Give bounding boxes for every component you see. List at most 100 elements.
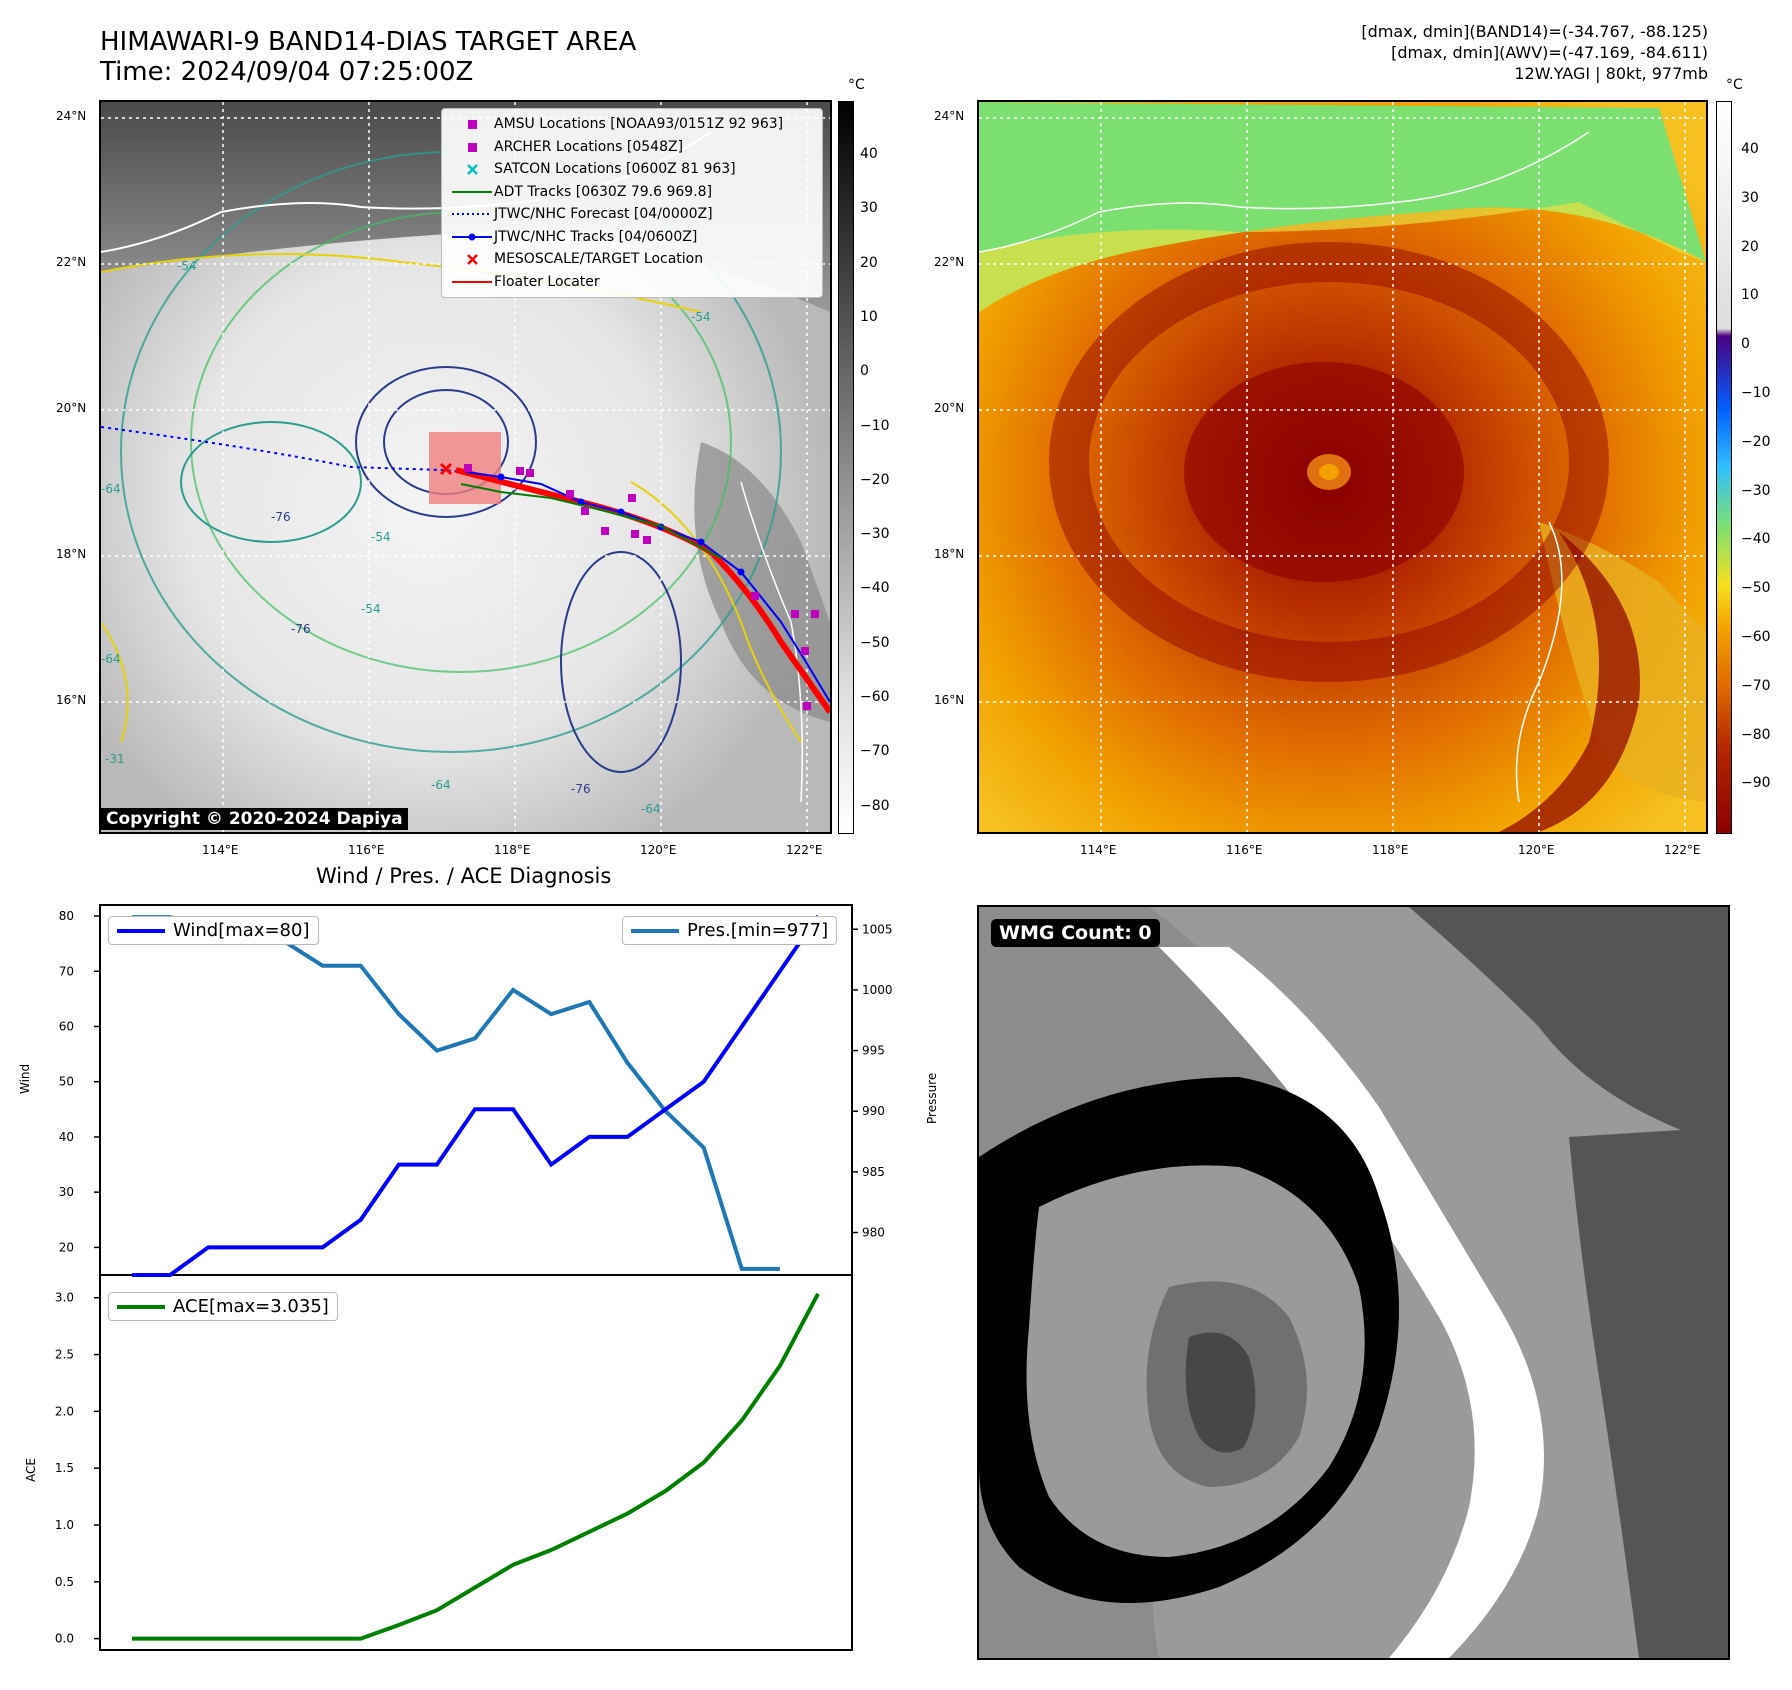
ir-colorbar-tick: −30	[860, 526, 890, 543]
awv-colorbar-tick: −60	[1741, 629, 1771, 645]
contour-label: -31	[105, 752, 125, 766]
legend-symbol	[467, 164, 478, 176]
contour-label: -76	[271, 510, 291, 524]
wmg-image	[979, 907, 1728, 1658]
ir-colorbar-tick: −20	[860, 471, 890, 488]
legend-symbol	[467, 254, 478, 266]
awv-lon-label: 122°E	[1664, 843, 1701, 857]
lat-label: 22°N	[56, 255, 87, 269]
wind-tick-label: 60	[59, 1019, 74, 1033]
legend-entry: JTWC/NHC Tracks [04/0600Z]	[450, 226, 814, 249]
wind-tick-label: 20	[59, 1240, 74, 1254]
lon-label: 116°E	[348, 843, 385, 857]
wind-tick-label: 50	[59, 1075, 74, 1089]
wind-tick-label: 80	[59, 909, 74, 923]
ir-colorbar-tick: −40	[860, 580, 890, 597]
awv-lon-label: 116°E	[1226, 843, 1263, 857]
legend-symbol	[452, 213, 492, 216]
ir-colorbar-tick: −10	[860, 417, 890, 434]
lat-label: 18°N	[56, 547, 87, 561]
awv-colorbar-tick: −20	[1741, 433, 1771, 450]
legend-entry: MESOSCALE/TARGET Location	[450, 248, 814, 271]
wind-tick-label: 30	[59, 1185, 74, 1199]
wind-legend: Wind[max=80]	[108, 916, 319, 945]
lon-label: 120°E	[640, 843, 677, 857]
ace-legend: ACE[max=3.035]	[108, 1292, 338, 1321]
awv-lat-label: 16°N	[934, 693, 965, 707]
awv-lat-label: 24°N	[934, 109, 965, 123]
awv-colorbar-tick: −80	[1741, 726, 1771, 743]
wmg-count-label: WMG Count: 0	[991, 919, 1160, 947]
awv-header-line3: 12W.YAGI | 80kt, 977mb	[1514, 64, 1708, 83]
awv-header-line2: [dmax, dmin](AWV)=(-47.169, -84.611)	[1391, 43, 1708, 62]
legend-label: MESOSCALE/TARGET Location	[494, 251, 704, 268]
legend-label: ADT Tracks [0630Z 79.6 969.8]	[494, 183, 713, 200]
ir-colorbar-tick: −60	[860, 689, 890, 705]
wind-tick-label: 70	[59, 964, 74, 978]
map-title-line2: Time: 2024/09/04 07:25:00Z	[100, 57, 474, 87]
ir-colorbar-unit: °C	[848, 77, 865, 93]
diagnosis-title: Wind / Pres. / ACE Diagnosis	[316, 864, 612, 888]
ir-colorbar-tick: 0	[860, 363, 869, 380]
diagnosis-chart: 980 985 990 995 1000 1005 20 30 40 50 60 70 80 0.0 0.5…	[55, 904, 893, 1651]
awv-colorbar	[1716, 101, 1732, 834]
awv-colorbar-tick: 40	[1741, 141, 1759, 157]
pressure-tick-label: 1000	[862, 983, 893, 997]
forecast-track	[101, 426, 467, 473]
wind-tick-label: 40	[59, 1130, 74, 1144]
awv-colorbar-tick: −30	[1741, 482, 1771, 499]
ace-axes	[99, 1274, 853, 1651]
awv-colorbar-tick: −50	[1741, 580, 1771, 597]
legend-entry: ARCHER Locations [0548Z]	[450, 136, 814, 159]
awv-map-image	[979, 102, 1706, 832]
legend-symbol	[452, 280, 492, 283]
awv-colorbar-tick: 0	[1741, 336, 1750, 353]
ir-colorbar-tick: 40	[860, 146, 878, 162]
legend-label: AMSU Locations [NOAA93/0151Z 92 963]	[494, 116, 784, 133]
awv-colorbar-tick: 10	[1741, 287, 1759, 304]
awv-header-line1: [dmax, dmin](BAND14)=(-34.767, -88.125)	[1361, 22, 1708, 41]
contour-label: -54	[361, 602, 381, 616]
ace-tick-label: 3.0	[55, 1291, 74, 1305]
awv-lon-label: 118°E	[1372, 843, 1409, 857]
legend-symbol	[468, 142, 477, 152]
lon-label: 122°E	[786, 843, 823, 857]
ir-colorbar-tick: −70	[860, 743, 890, 760]
legend-entry: Floater Locater	[450, 271, 814, 294]
legend-symbol	[468, 120, 477, 130]
ir-colorbar-tick: 30	[860, 200, 878, 217]
pressure-tick-label: 980	[862, 1226, 885, 1240]
wmg-panel: WMG Count: 0	[977, 905, 1730, 1660]
contour-label: -54	[691, 310, 711, 324]
legend-label: ARCHER Locations [0548Z]	[494, 138, 684, 155]
lat-label: 24°N	[56, 109, 87, 123]
awv-colorbar-tick: −90	[1741, 775, 1771, 792]
pressure-legend: Pres.[min=977]	[622, 916, 838, 945]
legend-entry: AMSU Locations [NOAA93/0151Z 92 963]	[450, 113, 814, 136]
legend-entry: ADT Tracks [0630Z 79.6 969.8]	[450, 181, 814, 204]
awv-colorbar-tick: 30	[1741, 189, 1759, 206]
contour-label: -76	[571, 782, 591, 796]
wind-pressure-axes	[99, 904, 853, 1276]
ir-colorbar-tick: −50	[860, 634, 890, 651]
copyright-label: Copyright © 2020-2024 Dapiya	[101, 808, 408, 830]
map-title-line1: HIMAWARI-9 BAND14-DIAS TARGET AREA	[100, 27, 637, 57]
pressure-line	[132, 915, 780, 1271]
awv-lat-label: 22°N	[934, 255, 965, 269]
ir-map-panel: Copyright © 2020-2024 Dapiya -54 -54 -64…	[99, 100, 832, 834]
pressure-tick-label: 990	[862, 1104, 885, 1118]
legend-label: JTWC/NHC Tracks [04/0600Z]	[494, 228, 698, 245]
map-legend: AMSU Locations [NOAA93/0151Z 92 963] ARCH…	[441, 108, 823, 298]
contour-label: -64	[431, 778, 451, 792]
pressure-tick-label: 985	[862, 1165, 885, 1179]
legend-label: SATCON Locations [0600Z 81 963]	[494, 161, 736, 178]
ace-line	[132, 1292, 820, 1641]
ir-colorbar-tick: 10	[860, 308, 878, 325]
contour-label: -64	[101, 482, 121, 496]
legend-label: Floater Locater	[494, 273, 600, 290]
legend-label: JTWC/NHC Forecast [04/0000Z]	[494, 206, 713, 223]
contour-label: -76	[291, 622, 311, 636]
ace-tick-label: 1.0	[55, 1518, 74, 1532]
contour-label: -54	[371, 530, 391, 544]
awv-lon-label: 114°E	[1080, 843, 1117, 857]
